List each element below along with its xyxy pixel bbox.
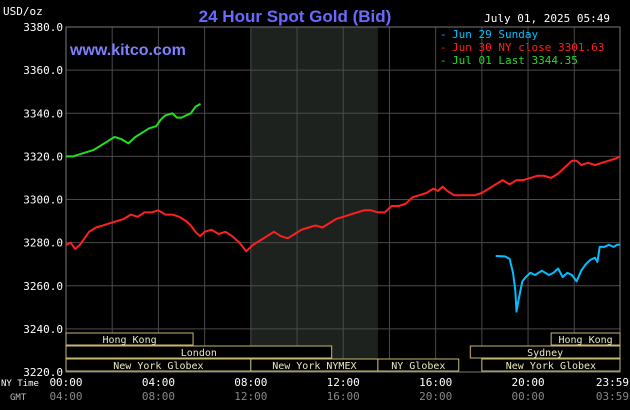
market-bar <box>481 358 621 372</box>
date-stamp: July 01, 2025 05:49 <box>484 12 610 25</box>
x-tick-label-gmt: 08:00 <box>142 390 175 403</box>
x-tick-label-ny: 12:00 <box>327 376 360 389</box>
y-tick-label: 3280.0 <box>23 237 63 250</box>
market-bar <box>469 345 621 359</box>
x-tick-label-gmt: 04:00 <box>49 390 82 403</box>
x-tick-label-gmt: 16:00 <box>327 390 360 403</box>
plot-area: 3380.0 3360.0 3340.0 3320.0 3300.0 3280.0 3260… <box>1 21 629 403</box>
legend: - Jun 29 Sunday- Jun 30 NY close 3301.63- J… <box>440 28 604 67</box>
y-tick-label: 3380.0 <box>23 21 63 34</box>
x-tick-label-ny: 20:00 <box>511 376 544 389</box>
x-tick-label-ny: 08:00 <box>234 376 267 389</box>
market-bar-label: New York NYMEX <box>272 361 356 372</box>
market-bar <box>65 345 333 359</box>
y-tick-label: 3360.0 <box>23 64 63 77</box>
x-tick-label-gmt: 12:00 <box>234 390 267 403</box>
x-tick-label-gmt: 03:59 <box>596 390 629 403</box>
market-bar <box>550 332 621 346</box>
plot-frame <box>65 26 621 373</box>
market-bar-label: Sydney <box>527 348 563 359</box>
legend-swatch: - <box>440 54 447 67</box>
market-bar-label: Hong Kong <box>102 335 156 346</box>
market-bar-label: New York Globex <box>506 361 596 372</box>
y-tick-label: 3300.0 <box>23 194 63 207</box>
market-bar-label: London <box>181 348 217 359</box>
legend-label: Jul 01 Last 3344.35 <box>452 54 578 67</box>
x-tick-label-ny: 16:00 <box>419 376 452 389</box>
x-tick-label-gmt: 20:00 <box>419 390 452 403</box>
y-tick-label: 3240.0 <box>23 323 63 336</box>
market-bar <box>65 332 194 346</box>
y-tick-label: 3340.0 <box>23 107 63 120</box>
market-bar-label: NY Globex <box>391 361 445 372</box>
legend-swatch: - <box>440 28 447 41</box>
series-line-1 <box>495 243 620 313</box>
x-tick-label-ny: 00:00 <box>49 376 82 389</box>
market-bar-label: New York Globex <box>113 361 203 372</box>
site-watermark: www.kitco.com <box>69 42 186 59</box>
y-tick-label: 3260.0 <box>23 280 63 293</box>
market-bar-label: Hong Kong <box>558 335 612 346</box>
unit-label: USD/oz <box>3 5 43 18</box>
x-tick-label-ny: 23:59 <box>596 376 629 389</box>
market-bar <box>377 358 460 372</box>
x-tick-label-gmt: 00:00 <box>511 390 544 403</box>
legend-swatch: - <box>440 41 447 54</box>
chart-title: 24 Hour Spot Gold (Bid) <box>199 7 392 26</box>
legend-label: Jun 29 Sunday <box>452 28 538 41</box>
y-tick-label: 3220.0 <box>23 366 63 379</box>
x-tick-label-ny: 04:00 <box>142 376 175 389</box>
y-tick-label: 3320.0 <box>23 150 63 163</box>
legend-label: Jun 30 NY close 3301.63 <box>452 41 604 54</box>
x-axis-row-label-gmt: GMT <box>10 393 27 403</box>
series-line-3 <box>66 103 201 158</box>
x-axis-row-label-ny: NY Time <box>1 379 39 389</box>
series-line-2 <box>65 155 621 253</box>
